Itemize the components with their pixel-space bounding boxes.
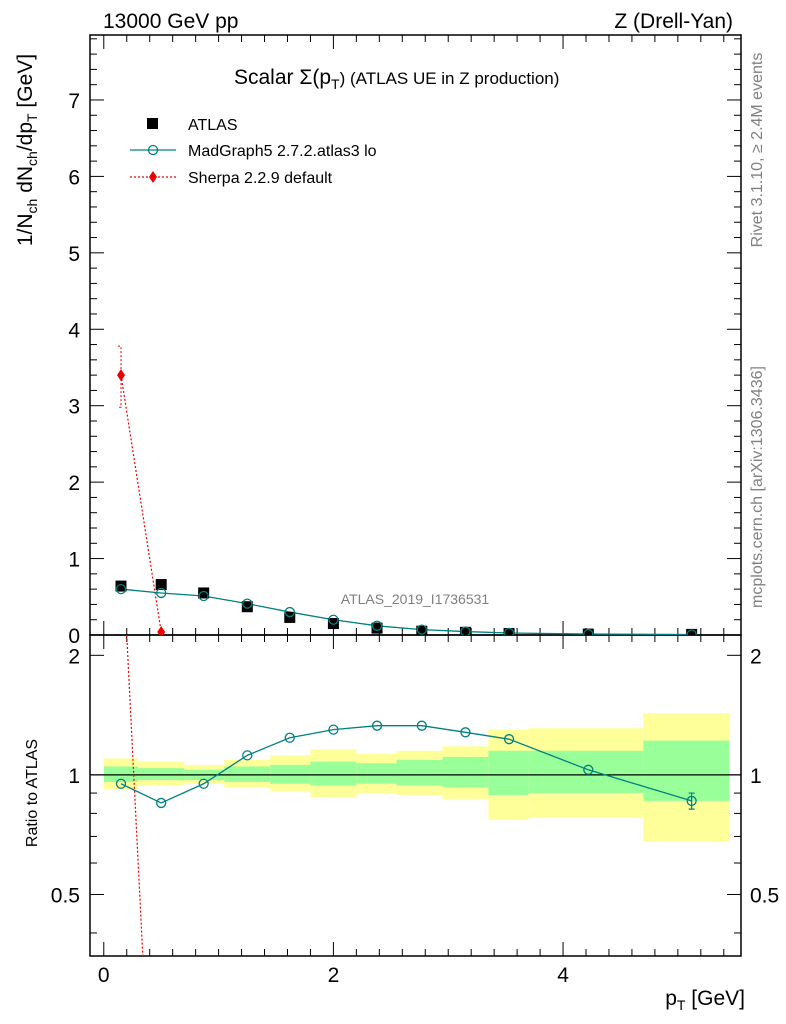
madgraph-ratio-point xyxy=(503,734,515,745)
atlas-point xyxy=(327,618,339,630)
madgraph-line xyxy=(120,588,692,635)
header-right: Z (Drell-Yan) xyxy=(614,10,733,33)
madgraph-point xyxy=(416,624,427,635)
x-tick-label: 2 xyxy=(328,964,340,987)
x-tick-label: 0 xyxy=(98,964,110,987)
y-tick-label: 2 xyxy=(68,472,80,495)
top-panel-data xyxy=(115,345,698,635)
ratio-y-tick-label-right: 2 xyxy=(750,645,762,668)
atlas-point xyxy=(686,628,698,635)
madgraph-ratio-error xyxy=(688,792,695,810)
legend-marker-madgraph xyxy=(147,144,159,156)
y-axis-label-bottom: Ratio to ATLAS xyxy=(24,739,41,847)
madgraph-ratio-point xyxy=(242,750,253,761)
madgraph-ratio-point xyxy=(686,795,697,807)
madgraph-ratio-line xyxy=(120,725,692,804)
ratio-bands xyxy=(90,713,741,842)
atlas-point xyxy=(503,627,515,635)
madgraph-ratio-point xyxy=(416,720,427,731)
madgraph-ratio-point xyxy=(583,764,594,775)
mcplots-label: mcplots.cern.ch [arXiv:1306.3436] xyxy=(749,366,766,608)
atlas-point xyxy=(284,611,296,623)
band-inner xyxy=(528,750,644,794)
y-tick-label: 6 xyxy=(68,166,80,189)
legend-label-madgraph: MadGraph5 2.7.2.atlas3 lo xyxy=(188,143,377,160)
ratio-y-tick-label: 0.5 xyxy=(51,884,80,907)
y-tick-label: 1 xyxy=(68,549,80,572)
madgraph-point xyxy=(503,627,515,635)
y-tick-label: 4 xyxy=(68,319,80,342)
atlas-point xyxy=(371,622,383,634)
ratio-y-tick-label-right: 1 xyxy=(750,765,762,788)
madgraph-point xyxy=(284,606,295,618)
ratio-y-tick-label: 1 xyxy=(68,765,80,788)
madgraph-ratio-point xyxy=(371,720,383,731)
legend-label-sherpa: Sherpa 2.2.9 default xyxy=(188,170,333,187)
ratio-y-tick-label-right: 0.5 xyxy=(750,884,779,907)
madgraph-ratio-point xyxy=(328,724,339,735)
band-inner xyxy=(356,763,397,784)
title-main: Scalar Σ(pT) (ATLAS UE in Z production) xyxy=(234,66,559,92)
madgraph-ratio-point xyxy=(156,797,167,809)
legend-marker-atlas xyxy=(147,118,158,129)
madgraph-point xyxy=(460,626,471,635)
atlas-point xyxy=(155,579,167,591)
band-inner xyxy=(643,740,730,801)
atlas-point xyxy=(115,580,127,592)
band-inner xyxy=(103,766,139,782)
rivet-label: Rivet 3.1.10, ≥ 2.4M events xyxy=(749,53,766,248)
sherpa-point xyxy=(117,369,125,382)
band-inner xyxy=(396,760,443,786)
legend: ATLAS MadGraph5 2.7.2.atlas3 lo Sherpa 2… xyxy=(130,117,377,187)
ratio-y-tick-label: 2 xyxy=(68,645,80,668)
atlas-point xyxy=(198,587,210,599)
ratio-panel-data xyxy=(115,635,697,956)
band-inner xyxy=(442,756,489,788)
header-left: 13000 GeV pp xyxy=(103,10,238,33)
x-axis-label: pT [GeV] xyxy=(665,987,745,1013)
sherpa-ratio-line xyxy=(126,635,144,956)
madgraph-point xyxy=(686,629,697,635)
sherpa-line xyxy=(120,375,162,633)
madgraph-point xyxy=(242,598,253,609)
band-inner xyxy=(310,761,357,786)
sherpa-point xyxy=(157,625,166,635)
band-inner xyxy=(224,766,271,782)
analysis-watermark: ATLAS_2019_I1736531 xyxy=(341,591,490,607)
y-tick-label: 7 xyxy=(68,90,80,113)
madgraph-ratio-point xyxy=(198,778,209,789)
legend-marker-sherpa xyxy=(149,171,157,183)
atlas-point xyxy=(459,626,471,635)
y-axis-label-top: 1/Nch dNch/dpT [GeV] xyxy=(14,54,40,246)
madgraph-point xyxy=(156,587,167,599)
madgraph-point xyxy=(583,628,594,635)
bottom-panel-frame xyxy=(89,634,742,957)
y-tick-label: 3 xyxy=(68,396,80,419)
y-tick-label: 0 xyxy=(68,625,80,648)
madgraph-ratio-point xyxy=(284,732,295,743)
band-inner xyxy=(270,764,311,784)
x-tick-label: 4 xyxy=(557,964,569,987)
madgraph-ratio-point xyxy=(115,778,127,789)
band-inner xyxy=(138,768,185,781)
madgraph-point xyxy=(371,620,383,631)
madgraph-point xyxy=(115,583,127,595)
plot-title: Scalar Σ(pT) (ATLAS UE in Z production) xyxy=(234,66,559,92)
band-inner xyxy=(488,750,529,795)
madgraph-point xyxy=(198,590,209,602)
y-tick-label: 5 xyxy=(68,243,80,266)
madgraph-point xyxy=(328,614,339,625)
madgraph-ratio-point xyxy=(460,727,471,738)
atlas-point xyxy=(416,625,428,635)
atlas-point xyxy=(241,601,253,613)
legend-label-atlas: ATLAS xyxy=(188,117,238,134)
atlas-point xyxy=(582,628,594,635)
